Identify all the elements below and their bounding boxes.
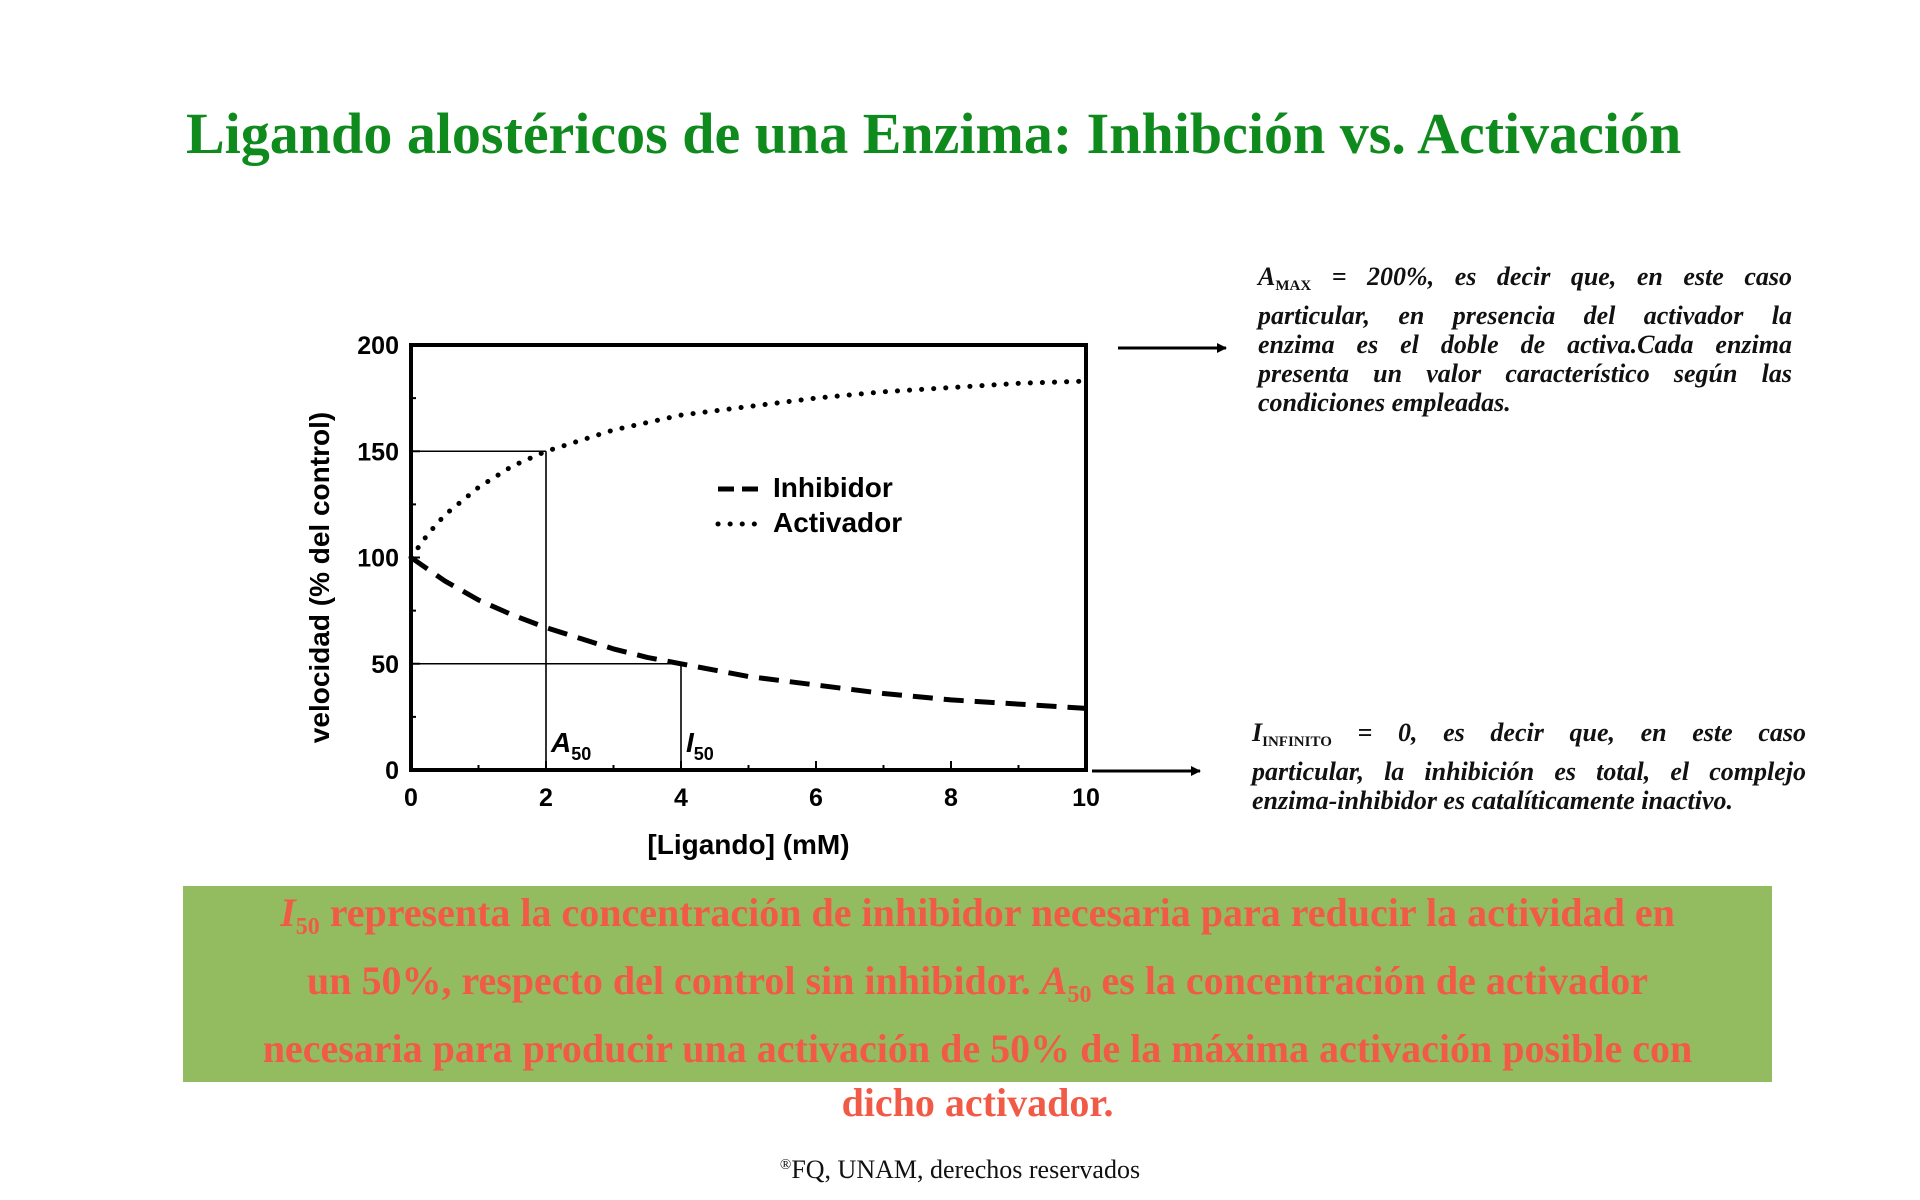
y-tick-label: 100 — [357, 545, 399, 573]
legend-label-inhibidor: Inhibidor — [773, 472, 893, 503]
amax-line-1: = 200%, es decir que, en este caso — [1311, 262, 1792, 291]
summary-part-3: es la concentración de activador — [1091, 958, 1649, 1003]
amax-line-5: condiciones empleadas. — [1258, 388, 1511, 417]
amax-symbol: A — [1258, 262, 1276, 291]
summary-i-symbol: I — [280, 890, 296, 935]
y-tick-label: 200 — [357, 332, 399, 360]
x-axis-title: [Ligando] (mM) — [647, 829, 849, 860]
amax-line-2: particular, en presencia del activador l… — [1258, 301, 1792, 330]
iinf-line-1: = 0, es decir que, en este caso — [1331, 718, 1806, 747]
slide-title: Ligando alostéricos de una Enzima: Inhib… — [186, 101, 1682, 166]
x-tick-label: 4 — [674, 784, 688, 812]
iinf-subscript: INFINITO — [1262, 734, 1332, 750]
series-line-activador — [408, 378, 1089, 560]
y-axis-title: velocidad (% del control) — [304, 412, 335, 743]
summary-part-5: dicho activador. — [841, 1080, 1114, 1125]
legend-label-activador: Activador — [773, 507, 902, 538]
iinf-line-2: particular, la inhibición es total, el c… — [1252, 757, 1806, 786]
annotation-a50: A50 — [550, 727, 591, 764]
y-tick-label: 0 — [385, 757, 399, 785]
series-line-inhibidor — [409, 555, 1087, 711]
data-series — [408, 378, 1089, 711]
summary-a-sub: 50 — [1067, 982, 1092, 1008]
annotation-subscript: 50 — [571, 744, 591, 764]
y-tick-label: 50 — [371, 651, 399, 679]
iinf-symbol: I — [1252, 718, 1263, 747]
plot-frame — [409, 343, 1088, 772]
note-iinfinito: IINFINITO = 0, es decir que, en este cas… — [1252, 718, 1806, 815]
amax-line-3: enzima es el doble de activa.Cada enzima — [1258, 330, 1792, 359]
iinf-line-3: enzima-inhibidor es catalíticamente inac… — [1252, 786, 1733, 815]
x-tick-label: 0 — [404, 784, 418, 812]
y-tick-label: 150 — [357, 438, 399, 466]
summary-part-2: un 50%, respecto del control sin inhibid… — [306, 958, 1041, 1003]
footer: ®FQ, UNAM, derechos reservados — [0, 1155, 1920, 1185]
x-tick-label: 6 — [809, 784, 823, 812]
amax-line-4: presenta un valor característico según l… — [1258, 359, 1792, 388]
annotations: A50 I50 — [550, 727, 714, 764]
amax-subscript: MAX — [1275, 278, 1312, 294]
summary-box: I50 representa la concentración de inhib… — [183, 886, 1772, 1125]
annotation-i50: I50 — [686, 727, 714, 764]
x-tick-label: 8 — [944, 784, 958, 812]
x-tick-label: 2 — [539, 784, 553, 812]
annotation-subscript: 50 — [694, 744, 714, 764]
summary-i-sub: 50 — [295, 914, 320, 940]
x-tick-label: 10 — [1072, 784, 1100, 812]
reference-lines — [411, 450, 682, 770]
registered-mark: ® — [779, 1157, 792, 1173]
note-amax: AMAX = 200%, es decir que, en este caso … — [1258, 262, 1792, 417]
summary-part-4: necesaria para producir una activación d… — [262, 1026, 1693, 1071]
footer-text: FQ, UNAM, derechos reservados — [791, 1155, 1141, 1184]
summary-a-symbol: A — [1040, 958, 1068, 1003]
summary-part-1: representa la concentración de inhibidor… — [319, 890, 1675, 935]
legend: Inhibidor Activador — [715, 472, 902, 538]
